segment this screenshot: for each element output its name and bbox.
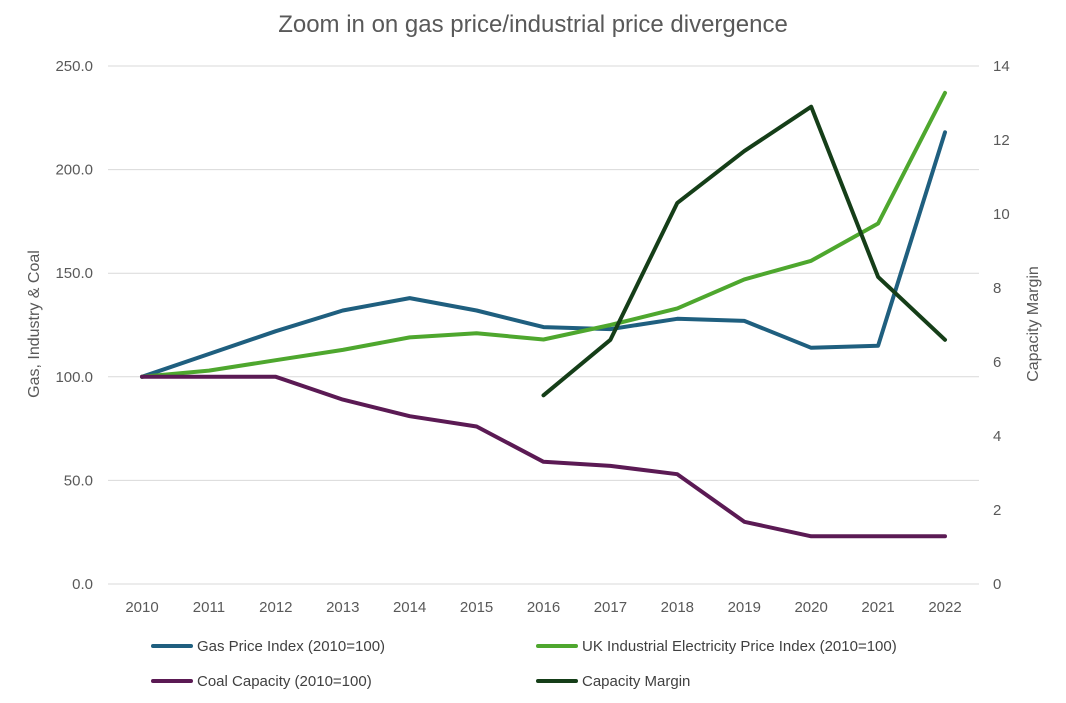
right-tick-label: 6 (993, 354, 1001, 371)
x-tick-label: 2011 (193, 599, 225, 616)
right-tick-label: 12 (993, 132, 1010, 149)
right-tick-label: 4 (993, 428, 1001, 445)
x-tick-label: 2017 (594, 599, 627, 616)
x-tick-label: 2012 (259, 599, 292, 616)
legend-item: Capacity Margin (536, 673, 690, 690)
series-line-4 (541, 104, 947, 398)
legend: Gas Price Index (2010=100) UK Industrial … (151, 638, 897, 690)
series-lines (140, 90, 947, 539)
x-tick-label: 2016 (527, 599, 560, 616)
left-tick-label: 150.0 (55, 265, 93, 282)
left-tick-label: 50.0 (64, 472, 93, 489)
x-tick-label: 2018 (661, 599, 694, 616)
chart-title: Zoom in on gas price/industrial price di… (278, 11, 788, 38)
legend-label: UK Industrial Electricity Price Index (2… (582, 638, 897, 655)
gridlines (108, 65, 979, 585)
left-axis-title: Gas, Industry & Coal (26, 250, 43, 398)
right-tick-label: 0 (993, 576, 1001, 593)
legend-label: Capacity Margin (582, 673, 690, 690)
x-tick-label: 2013 (326, 599, 359, 616)
x-tick-label: 2019 (728, 599, 761, 616)
x-axis-ticks: 2010 2011 2012 2013 2014 2015 2016 2017 2018 2019… (125, 599, 961, 616)
right-axis-title: Capacity Margin (1025, 266, 1042, 382)
x-tick-label: 2020 (794, 599, 827, 616)
right-tick-label: 10 (993, 206, 1010, 223)
right-tick-label: 8 (993, 280, 1001, 297)
right-tick-label: 2 (993, 502, 1001, 519)
left-tick-label: 0.0 (72, 576, 93, 593)
x-tick-label: 2015 (460, 599, 493, 616)
left-axis-ticks: 0.0 50.0 100.0 150.0 200.0 250.0 (55, 58, 93, 593)
legend-item: UK Industrial Electricity Price Index (2… (536, 638, 897, 655)
legend-item: Gas Price Index (2010=100) (151, 638, 385, 655)
legend-item: Coal Capacity (2010=100) (151, 673, 372, 690)
x-tick-label: 2022 (928, 599, 961, 616)
right-axis-ticks: 0 2 4 6 8 10 12 14 (993, 58, 1010, 593)
legend-label: Coal Capacity (2010=100) (197, 673, 372, 690)
series-line-1 (140, 130, 947, 379)
left-tick-label: 250.0 (55, 58, 93, 75)
x-tick-label: 2021 (861, 599, 894, 616)
right-tick-label: 14 (993, 58, 1010, 75)
series-line-3 (140, 374, 947, 539)
left-tick-label: 100.0 (55, 369, 93, 386)
x-tick-label: 2014 (393, 599, 426, 616)
series-line-2 (140, 90, 947, 379)
x-tick-label: 2010 (125, 599, 158, 616)
legend-label: Gas Price Index (2010=100) (197, 638, 385, 655)
left-tick-label: 200.0 (55, 162, 93, 179)
